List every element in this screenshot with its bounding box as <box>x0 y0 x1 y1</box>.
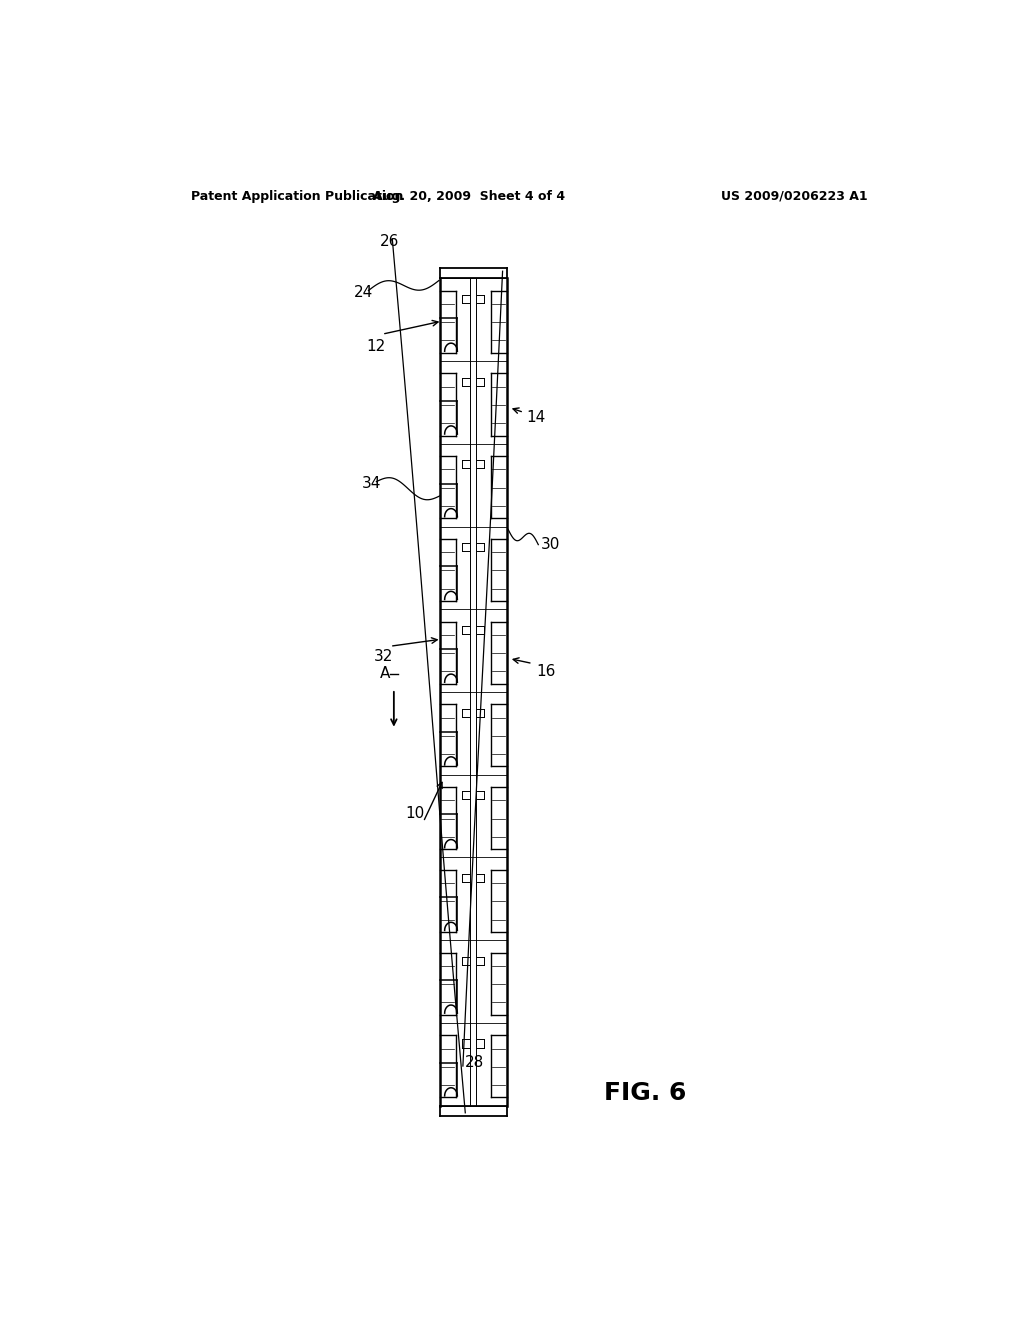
Text: 24: 24 <box>354 285 374 300</box>
Text: 14: 14 <box>526 411 546 425</box>
Text: 26: 26 <box>380 234 399 249</box>
Text: 16: 16 <box>537 664 556 680</box>
Text: 28: 28 <box>465 1056 484 1071</box>
Text: US 2009/0206223 A1: US 2009/0206223 A1 <box>721 190 868 202</box>
Text: 12: 12 <box>367 339 385 354</box>
Text: 30: 30 <box>541 537 560 552</box>
Text: FIG. 6: FIG. 6 <box>604 1081 686 1105</box>
Text: A: A <box>380 667 390 681</box>
Text: 34: 34 <box>362 477 382 491</box>
Text: 10: 10 <box>406 807 425 821</box>
Text: 32: 32 <box>374 649 393 664</box>
Text: Patent Application Publication: Patent Application Publication <box>191 190 403 202</box>
Text: Aug. 20, 2009  Sheet 4 of 4: Aug. 20, 2009 Sheet 4 of 4 <box>373 190 565 202</box>
